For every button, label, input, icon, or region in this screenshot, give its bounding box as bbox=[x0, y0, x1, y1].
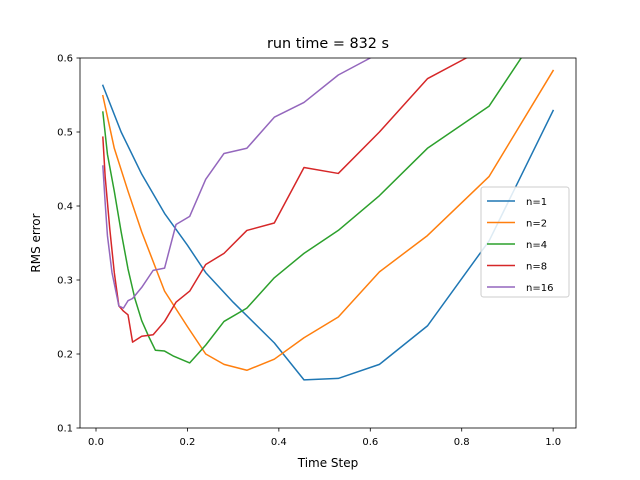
x-tick-label: 0.2 bbox=[179, 437, 195, 448]
y-axis: 0.1 0.2 0.3 0.4 0.5 0.6 bbox=[57, 54, 80, 435]
chart-title: run time = 832 s bbox=[267, 36, 389, 52]
series-line-n2 bbox=[101, 69, 555, 372]
series-line-n8 bbox=[102, 58, 468, 343]
y-tick-label: 0.5 bbox=[57, 128, 73, 139]
x-axis: 0.0 0.2 0.4 0.6 0.8 1.0 bbox=[88, 428, 561, 448]
x-tick-label: 0.8 bbox=[454, 437, 470, 448]
series-layer bbox=[101, 58, 555, 381]
legend: n=1 n=2 n=4 n=8 n=16 bbox=[480, 186, 570, 298]
x-tick-label: 0.4 bbox=[271, 437, 287, 448]
y-tick-label: 0.6 bbox=[57, 54, 73, 65]
x-tick-label: 0.6 bbox=[362, 437, 378, 448]
legend-label: n=4 bbox=[526, 240, 547, 251]
legend-label: n=1 bbox=[526, 197, 547, 208]
x-tick-label: 1.0 bbox=[545, 437, 561, 448]
y-tick-label: 0.3 bbox=[57, 276, 73, 287]
series-line-n4 bbox=[102, 58, 523, 364]
y-tick-label: 0.4 bbox=[57, 202, 73, 213]
legend-box bbox=[480, 186, 570, 298]
x-tick-label: 0.0 bbox=[88, 437, 104, 448]
y-axis-label: RMS error bbox=[29, 213, 43, 272]
x-axis-label: Time Step bbox=[297, 456, 359, 470]
series-line-n1 bbox=[101, 84, 555, 381]
series-line-n16 bbox=[102, 58, 372, 309]
y-tick-label: 0.1 bbox=[57, 424, 73, 435]
plot-area-frame bbox=[79, 57, 577, 429]
legend-label: n=2 bbox=[526, 219, 547, 230]
y-tick-label: 0.2 bbox=[57, 350, 73, 361]
legend-label: n=8 bbox=[526, 262, 547, 273]
legend-label: n=16 bbox=[526, 283, 553, 294]
